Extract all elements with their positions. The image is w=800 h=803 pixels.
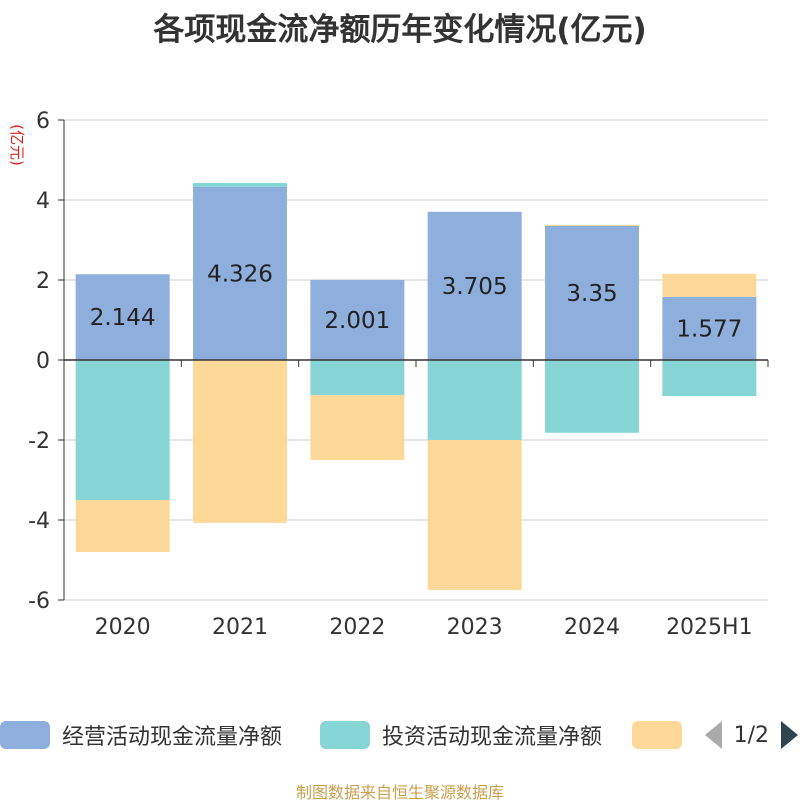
legend-swatch-investing bbox=[320, 721, 370, 749]
bar-series1-2021 bbox=[193, 186, 287, 360]
source-note: 制图数据来自恒生聚源数据库 bbox=[295, 783, 504, 802]
bar-series2-2024 bbox=[545, 360, 639, 433]
x-tick-label-2024: 2024 bbox=[564, 615, 620, 640]
bar-series1-2022 bbox=[310, 279, 405, 360]
bar-series2-2021 bbox=[193, 182, 287, 187]
data-label-2020: 2.144 bbox=[90, 305, 156, 331]
legend-swatch-operating bbox=[0, 721, 50, 749]
y-tick-label-1: 4 bbox=[36, 189, 50, 214]
legend-pager: 1/2 bbox=[704, 716, 800, 754]
legend-item-third-series[interactable] bbox=[632, 716, 694, 754]
bar-series2-2023 bbox=[427, 360, 522, 440]
legend-page-indicator: 1/2 bbox=[733, 722, 769, 748]
y-axis-label: (亿元) bbox=[8, 124, 26, 166]
legend: 经营活动现金流量净额 投资活动现金流量净额 1/2 bbox=[0, 716, 800, 754]
bar-series1-2023 bbox=[427, 211, 522, 360]
y-tick-label-4: -2 bbox=[28, 429, 50, 454]
data-label-2025H1: 1.577 bbox=[676, 316, 742, 342]
x-tick-label-2023: 2023 bbox=[447, 615, 503, 640]
bar-series3-2022 bbox=[310, 395, 405, 460]
bar-series3-2021 bbox=[193, 360, 287, 523]
x-tick-label-2020: 2020 bbox=[95, 615, 151, 640]
y-tick-label-3: 0 bbox=[36, 349, 50, 374]
data-label-2023: 3.705 bbox=[442, 274, 508, 300]
y-tick-label-6: -6 bbox=[28, 589, 50, 614]
legend-item-operating[interactable]: 经营活动现金流量净额 bbox=[0, 716, 282, 754]
bar-series3-2020 bbox=[75, 500, 170, 552]
y-tick-label-2: 2 bbox=[36, 269, 50, 294]
legend-label-operating: 经营活动现金流量净额 bbox=[62, 725, 283, 750]
y-tick-label-5: -4 bbox=[28, 509, 50, 534]
legend-swatch-third-series bbox=[632, 721, 682, 749]
legend-next-page-icon[interactable] bbox=[781, 721, 798, 749]
bar-series3-2023 bbox=[427, 440, 522, 590]
bar-series1-2024 bbox=[545, 226, 639, 360]
bar-series2-2020 bbox=[75, 360, 170, 500]
chart-title: 各项现金流净额历年变化情况(亿元) bbox=[153, 12, 647, 48]
bar-series3-2025H1 bbox=[662, 273, 757, 297]
x-tick-label-2021: 2021 bbox=[212, 615, 268, 640]
bar-series3-2024 bbox=[545, 224, 639, 226]
x-tick-label-2025H1: 2025H1 bbox=[666, 615, 753, 640]
bar-series2-2022 bbox=[310, 360, 405, 396]
bar-series1-2020 bbox=[75, 274, 170, 360]
bar-series1-2025H1 bbox=[662, 296, 757, 360]
legend-item-investing[interactable]: 投资活动现金流量净额 bbox=[320, 716, 602, 754]
y-tick-label-0: 6 bbox=[36, 109, 50, 134]
data-label-2022: 2.001 bbox=[324, 308, 390, 334]
data-label-2024: 3.35 bbox=[566, 281, 617, 307]
legend-prev-page-icon[interactable] bbox=[704, 721, 722, 749]
cashflow-bar-chart: 6 4 2 0 -2 -4 -6 (亿元) 2020 2021 2022 2023 2024 2025H1… bbox=[8, 109, 769, 640]
data-label-2021: 4.326 bbox=[207, 261, 273, 287]
x-tick-label-2022: 2022 bbox=[329, 615, 385, 640]
legend-label-investing: 投资活动现金流量净额 bbox=[382, 725, 603, 750]
bar-series2-2025H1 bbox=[662, 360, 757, 396]
